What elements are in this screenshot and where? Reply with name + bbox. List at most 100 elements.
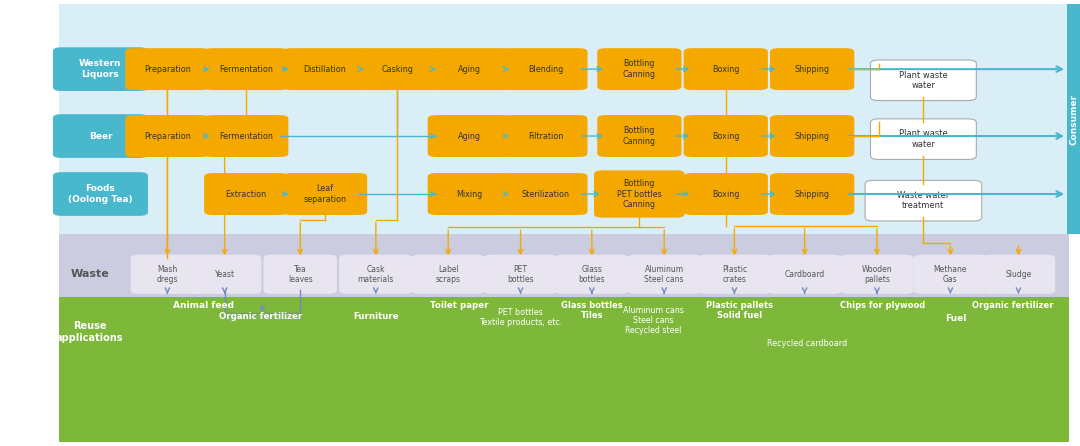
FancyBboxPatch shape: [870, 119, 976, 160]
Text: Methane
Gas: Methane Gas: [933, 264, 968, 284]
Text: Plastic pallets
Solid fuel: Plastic pallets Solid fuel: [706, 301, 773, 320]
Text: Preparation: Preparation: [144, 65, 191, 74]
Text: Animal feed: Animal feed: [173, 301, 233, 310]
FancyBboxPatch shape: [53, 47, 148, 91]
Text: Shipping: Shipping: [795, 65, 829, 74]
FancyBboxPatch shape: [264, 255, 337, 294]
Text: Western
Liquors: Western Liquors: [79, 59, 122, 79]
Text: Glass bottles
Tiles: Glass bottles Tiles: [561, 301, 623, 320]
Text: Aging: Aging: [458, 132, 482, 140]
FancyBboxPatch shape: [698, 255, 771, 294]
Text: Plant waste
water: Plant waste water: [899, 129, 948, 149]
FancyBboxPatch shape: [283, 48, 367, 90]
FancyBboxPatch shape: [768, 255, 841, 294]
Text: Shipping: Shipping: [795, 132, 829, 140]
Text: Waste water
treatment: Waste water treatment: [897, 191, 949, 211]
Text: Glass
bottles: Glass bottles: [579, 264, 605, 284]
Text: Mash
dregs: Mash dregs: [157, 264, 178, 284]
Text: Waste: Waste: [70, 269, 109, 279]
Text: Tea
leaves: Tea leaves: [288, 264, 312, 284]
FancyBboxPatch shape: [204, 48, 288, 90]
FancyBboxPatch shape: [204, 115, 288, 157]
FancyBboxPatch shape: [411, 255, 485, 294]
Text: Wooden
pallets: Wooden pallets: [862, 264, 892, 284]
Text: Toilet paper: Toilet paper: [430, 301, 488, 310]
Text: Organic fertilizer: Organic fertilizer: [218, 312, 302, 321]
Text: Aluminum cans
Steel cans
Recycled steel: Aluminum cans Steel cans Recycled steel: [623, 306, 684, 335]
Text: Foods
(Oolong Tea): Foods (Oolong Tea): [68, 184, 133, 204]
FancyBboxPatch shape: [503, 48, 588, 90]
Text: Extraction: Extraction: [226, 190, 267, 198]
Text: Chips for plywood: Chips for plywood: [840, 301, 924, 310]
FancyBboxPatch shape: [684, 173, 768, 215]
Text: Casking: Casking: [381, 65, 414, 74]
Text: Sludge: Sludge: [1005, 270, 1031, 279]
Text: Boxing: Boxing: [712, 65, 740, 74]
Text: Mixing: Mixing: [457, 190, 483, 198]
FancyBboxPatch shape: [684, 48, 768, 90]
Text: Cask
materials: Cask materials: [357, 264, 394, 284]
Text: Label
scraps: Label scraps: [435, 264, 461, 284]
Text: Bottling
Canning: Bottling Canning: [623, 126, 656, 146]
Text: Reuse
applications: Reuse applications: [56, 322, 123, 343]
Text: Shipping: Shipping: [795, 190, 829, 198]
FancyBboxPatch shape: [125, 48, 210, 90]
FancyBboxPatch shape: [597, 115, 681, 157]
FancyBboxPatch shape: [53, 114, 148, 158]
FancyBboxPatch shape: [914, 255, 987, 294]
Text: Yeast: Yeast: [215, 270, 234, 279]
FancyBboxPatch shape: [283, 173, 367, 215]
Text: PET bottles
Textile products, etc.: PET bottles Textile products, etc.: [478, 308, 563, 327]
Text: Plastic
crates: Plastic crates: [721, 264, 747, 284]
FancyBboxPatch shape: [428, 48, 512, 90]
FancyBboxPatch shape: [982, 255, 1055, 294]
Text: Preparation: Preparation: [144, 132, 191, 140]
FancyBboxPatch shape: [684, 115, 768, 157]
Text: Aluminum
Steel cans: Aluminum Steel cans: [645, 264, 684, 284]
FancyBboxPatch shape: [870, 60, 976, 101]
FancyBboxPatch shape: [355, 48, 440, 90]
Text: Bottling
PET bottles
Canning: Bottling PET bottles Canning: [617, 179, 662, 209]
Bar: [59, 4, 1069, 234]
FancyBboxPatch shape: [204, 173, 288, 215]
Text: Distillation: Distillation: [303, 65, 347, 74]
FancyBboxPatch shape: [597, 48, 681, 90]
FancyBboxPatch shape: [555, 255, 629, 294]
Text: Sterilization: Sterilization: [522, 190, 569, 198]
FancyBboxPatch shape: [770, 173, 854, 215]
Text: Fermentation: Fermentation: [219, 65, 273, 74]
FancyBboxPatch shape: [503, 115, 588, 157]
Text: Furniture: Furniture: [353, 312, 399, 321]
FancyBboxPatch shape: [770, 115, 854, 157]
FancyBboxPatch shape: [840, 255, 914, 294]
Text: Cardboard: Cardboard: [784, 270, 825, 279]
Text: Plant waste
water: Plant waste water: [899, 70, 948, 90]
FancyBboxPatch shape: [627, 255, 701, 294]
Text: Boxing: Boxing: [712, 132, 740, 140]
Text: PET
bottles: PET bottles: [508, 264, 534, 284]
Text: Filtration: Filtration: [528, 132, 563, 140]
Bar: [59, 234, 1069, 297]
Text: Beer: Beer: [89, 132, 112, 140]
Text: Fuel: Fuel: [945, 314, 967, 323]
Text: Leaf
separation: Leaf separation: [303, 184, 347, 204]
Text: Organic fertilizer: Organic fertilizer: [972, 301, 1054, 310]
FancyBboxPatch shape: [428, 173, 512, 215]
FancyBboxPatch shape: [428, 115, 512, 157]
Text: Fermentation: Fermentation: [219, 132, 273, 140]
FancyBboxPatch shape: [594, 170, 685, 218]
FancyBboxPatch shape: [53, 172, 148, 216]
FancyBboxPatch shape: [125, 115, 210, 157]
Text: Boxing: Boxing: [712, 190, 740, 198]
Text: Recycled cardboard: Recycled cardboard: [767, 339, 847, 348]
FancyBboxPatch shape: [865, 180, 982, 221]
FancyBboxPatch shape: [503, 173, 588, 215]
FancyBboxPatch shape: [339, 255, 413, 294]
FancyBboxPatch shape: [484, 255, 557, 294]
Bar: [1067, 4, 1080, 234]
Text: Blending: Blending: [528, 65, 563, 74]
Text: Aging: Aging: [458, 65, 482, 74]
Bar: [59, 297, 1069, 442]
FancyBboxPatch shape: [188, 255, 261, 294]
Text: Bottling
Canning: Bottling Canning: [623, 59, 656, 79]
